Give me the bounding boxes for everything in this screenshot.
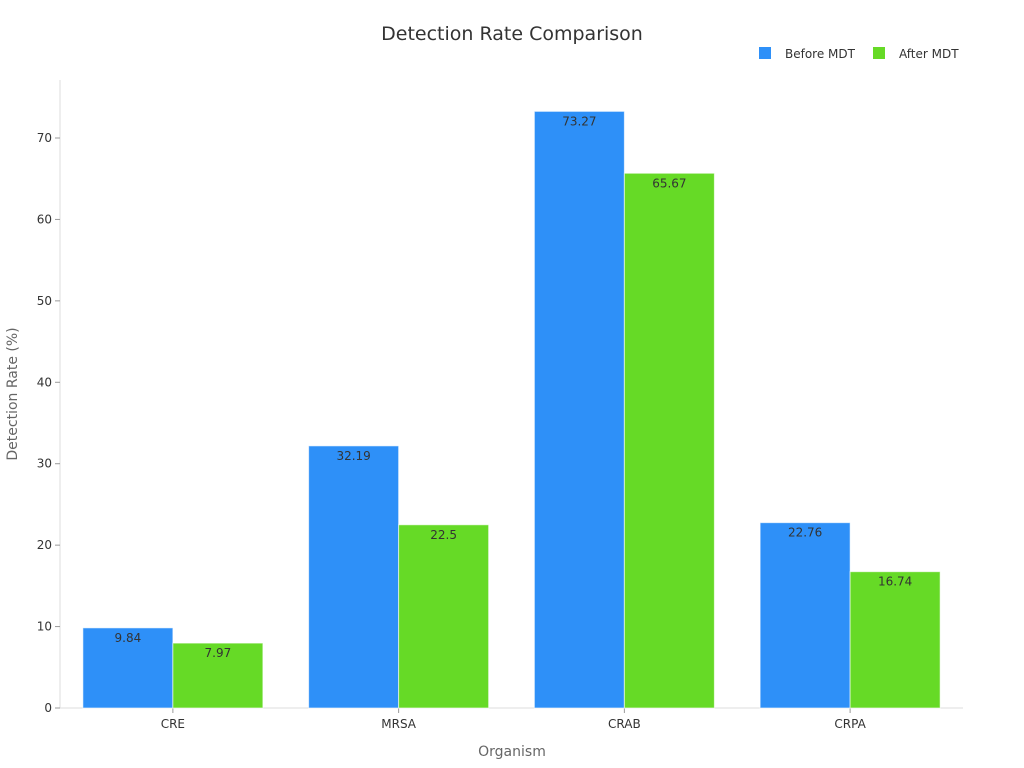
bar-before-mdt	[308, 445, 400, 709]
data-label: 22.5	[430, 528, 457, 542]
x-axis-label: Organism	[478, 744, 546, 760]
data-label: 7.97	[205, 646, 232, 660]
legend-swatch-after	[873, 47, 885, 59]
x-tick-label: CRPA	[834, 717, 866, 731]
y-tick-label: 70	[37, 131, 52, 145]
bar-after-mdt	[849, 571, 941, 709]
bar-before-mdt	[759, 522, 851, 709]
y-tick-label: 20	[37, 538, 52, 552]
bar-before-mdt	[82, 627, 174, 709]
bar-before-mdt	[533, 110, 625, 709]
x-tick-label: MRSA	[381, 717, 417, 731]
y-tick-label: 60	[37, 212, 52, 226]
data-label: 73.27	[562, 114, 596, 128]
bar-after-mdt	[623, 172, 715, 709]
x-tick-label: CRE	[161, 717, 185, 731]
y-tick-label: 10	[37, 620, 52, 634]
y-tick-label: 50	[37, 294, 52, 308]
data-label: 9.84	[115, 631, 142, 645]
y-tick-label: 0	[44, 701, 52, 715]
bar-after-mdt	[398, 524, 490, 709]
legend: Before MDT After MDT	[759, 47, 959, 61]
y-axis-label: Detection Rate (%)	[5, 327, 21, 460]
y-tick-label: 40	[37, 375, 52, 389]
legend-label-before: Before MDT	[785, 47, 856, 61]
data-label: 32.19	[336, 449, 370, 463]
chart-title: Detection Rate Comparison	[381, 23, 643, 45]
legend-label-after: After MDT	[899, 47, 959, 61]
legend-swatch-before	[759, 47, 771, 59]
bar-after-mdt	[172, 642, 264, 709]
data-label: 16.74	[878, 575, 912, 589]
x-tick-label: CRAB	[608, 717, 641, 731]
data-label: 65.67	[652, 176, 686, 190]
data-label: 22.76	[788, 526, 822, 540]
y-tick-label: 30	[37, 457, 52, 471]
